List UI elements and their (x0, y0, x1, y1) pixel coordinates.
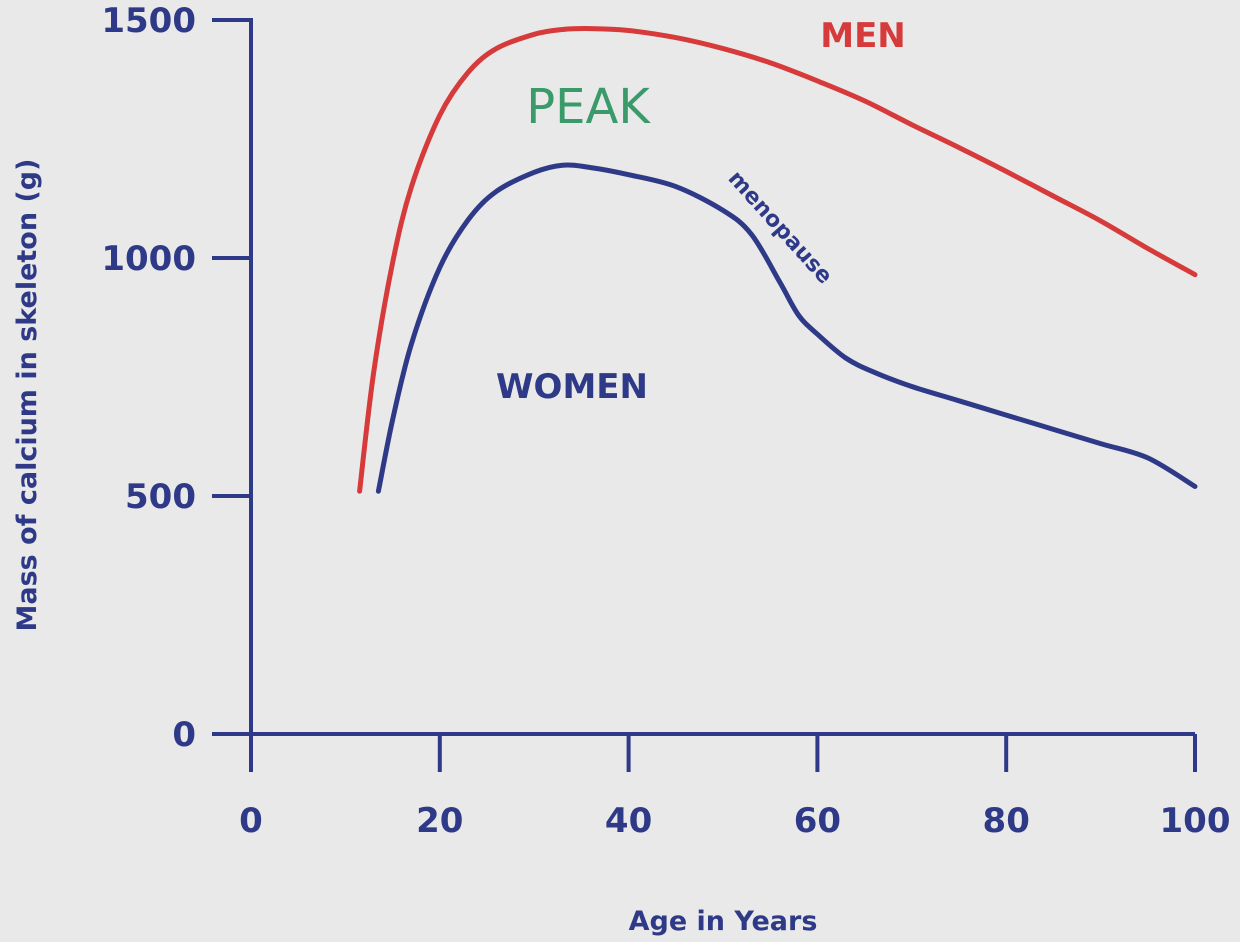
y-tick-label: 1000 (101, 239, 196, 279)
x-tick-label: 40 (605, 801, 652, 841)
series-line-women (375, 162, 1198, 494)
x-tick-label: 80 (983, 801, 1030, 841)
annotation-peak: PEAK (526, 79, 651, 135)
x-tick-label: 0 (239, 801, 263, 841)
series-line-men (357, 26, 1198, 494)
y-tick-label: 500 (125, 477, 196, 517)
annotation-menopause: menopause (723, 166, 837, 289)
series-label-men: MEN (820, 16, 906, 56)
x-tick-label: 20 (416, 801, 463, 841)
labels-layer: MEN WOMEN PEAK menopause (496, 16, 906, 407)
axes-layer: 0 500 1000 1500 0 20 40 60 80 100 Age in Years Mass… (12, 1, 1230, 937)
x-tick-label: 100 (1160, 801, 1231, 841)
y-tick-label: 1500 (101, 1, 196, 41)
x-tick-label: 60 (794, 801, 841, 841)
x-axis-title: Age in Years (629, 906, 818, 937)
y-axis-title: Mass of calcium in skeleton (g) (12, 159, 43, 632)
y-tick-label: 0 (172, 715, 196, 755)
series-layer (357, 26, 1198, 494)
series-label-women: WOMEN (496, 367, 648, 407)
